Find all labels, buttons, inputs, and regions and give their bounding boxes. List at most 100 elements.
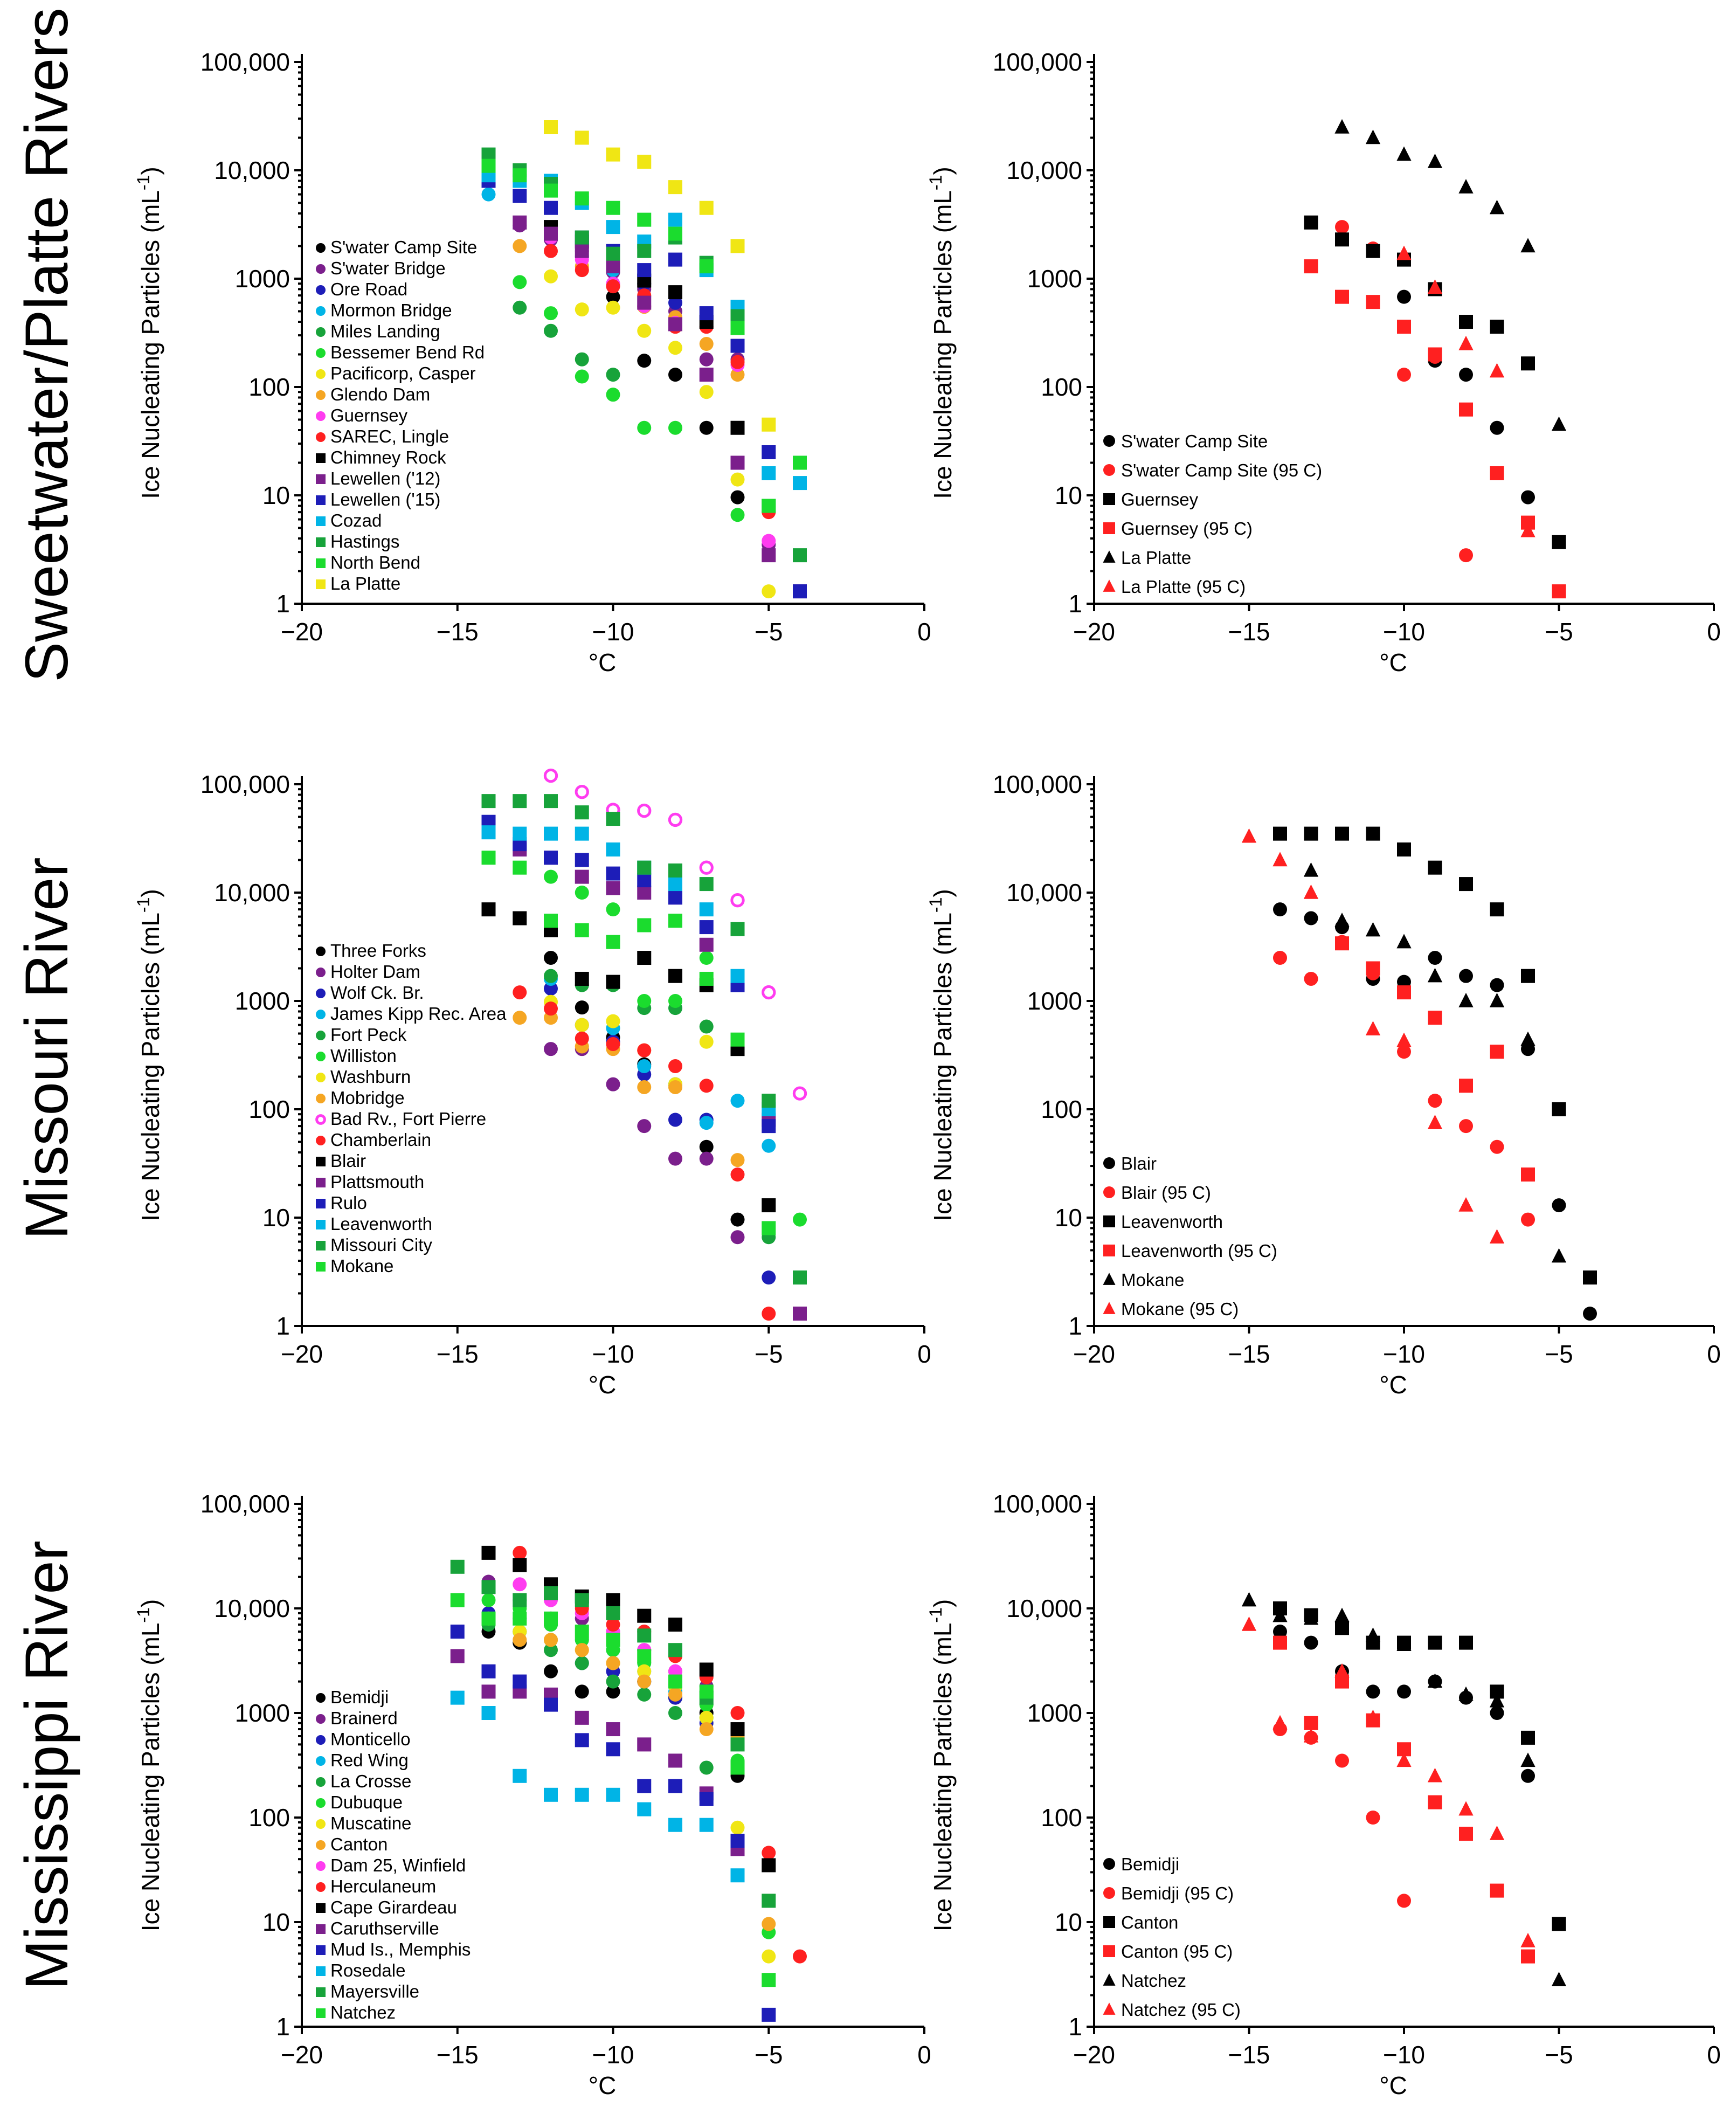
data-point: [1397, 842, 1411, 857]
data-point: [1520, 522, 1536, 537]
legend-label: S'water Camp Site: [1121, 431, 1268, 451]
data-point: [762, 1094, 776, 1108]
data-point: [793, 1307, 807, 1321]
data-point: [730, 893, 745, 908]
data-point: [575, 1733, 589, 1747]
legend-marker: [1103, 435, 1115, 447]
legend-marker: [316, 1882, 326, 1892]
data-point: [699, 1684, 714, 1699]
data-point: [637, 1664, 652, 1678]
y-axis-title: Ice Nucleating Particles (mL-1): [134, 889, 164, 1221]
series-miles-landing: [513, 300, 620, 382]
data-point: [1241, 1592, 1257, 1607]
data-point: [1241, 1616, 1257, 1631]
data-point: [1490, 978, 1504, 992]
data-point: [699, 352, 714, 367]
data-point: [762, 1119, 776, 1134]
data-point: [1552, 1102, 1566, 1116]
x-axis-title: °C: [1379, 1371, 1407, 1399]
data-point: [668, 1059, 682, 1074]
data-point: [513, 239, 527, 253]
legend-label: Mokane: [330, 1256, 393, 1276]
data-point: [1521, 1730, 1535, 1745]
data-point: [637, 212, 652, 227]
series-s-water-camp-site-95-c-: [1335, 220, 1473, 563]
x-tick-label: −20: [281, 2041, 323, 2069]
legend-label: Blair: [1121, 1153, 1157, 1173]
x-tick-label: −15: [437, 2041, 479, 2069]
x-axis-title: °C: [1379, 648, 1407, 676]
data-point: [637, 244, 652, 258]
data-point: [1304, 826, 1318, 841]
legend-label: Lewellen ('15): [330, 489, 440, 509]
legend-label: Bemidji: [1121, 1854, 1179, 1874]
data-point: [1459, 1079, 1473, 1093]
legend-marker: [316, 390, 326, 400]
legend-marker: [316, 1861, 326, 1871]
y-tick-label: 100,000: [993, 1490, 1082, 1518]
data-point: [1397, 368, 1411, 382]
x-axis-title: °C: [589, 2071, 617, 2099]
y-tick-label: 10: [262, 481, 290, 509]
legend-marker: [316, 348, 326, 358]
data-point: [575, 785, 589, 799]
data-point: [575, 1710, 589, 1725]
legend-label: Mormon Bridge: [330, 300, 452, 320]
legend: S'water Camp Site S'water Camp Site (95 C…: [1103, 431, 1322, 597]
data-point: [699, 902, 714, 917]
data-point: [699, 420, 714, 435]
chart-missouri-left: 1 10 100 1000 10,000 100,000 −20 −15 −10 −5 0 °C Ice…: [134, 768, 931, 1399]
data-point: [544, 306, 558, 321]
legend-label: Leavenworth: [330, 1214, 432, 1234]
data-point: [668, 180, 682, 195]
data-point: [606, 368, 620, 382]
y-axis-title: Ice Nucleating Particles (mL-1): [926, 167, 957, 499]
x-tick-label: −5: [755, 618, 783, 646]
data-point: [513, 860, 527, 875]
data-point: [1303, 1728, 1319, 1743]
data-points: [1304, 119, 1567, 599]
data-point: [481, 1593, 496, 1607]
row-label-mississippi: Mississippi River: [13, 1540, 80, 1990]
data-point: [1521, 356, 1535, 371]
series-natchez-95-c-: [1241, 1616, 1536, 1947]
y-tick-label: 1000: [1027, 1699, 1082, 1727]
data-point: [1304, 215, 1318, 230]
y-tick-label: 100,000: [993, 48, 1082, 76]
data-point: [544, 826, 558, 841]
data-point: [762, 417, 776, 432]
data-point: [730, 969, 745, 983]
y-tick-label: 10,000: [214, 1594, 290, 1622]
row-label-missouri: Missouri River: [13, 857, 80, 1239]
data-point: [699, 1792, 714, 1806]
data-point: [762, 548, 776, 563]
data-point: [668, 252, 682, 267]
data-point: [1490, 1883, 1504, 1898]
data-point: [1272, 1715, 1288, 1730]
data-point: [1396, 1752, 1412, 1767]
series-s-water-camp-site: [606, 289, 745, 505]
data-point: [513, 1558, 527, 1572]
data-point: [762, 1138, 776, 1153]
data-point: [575, 971, 589, 986]
data-points: [1241, 826, 1597, 1321]
legend-marker: [1103, 1887, 1115, 1899]
series-williston: [544, 869, 807, 1227]
y-tick-label: 10: [1055, 1908, 1082, 1936]
data-point: [1490, 902, 1504, 917]
data-point: [1397, 1894, 1411, 1908]
y-tick-label: 10: [262, 1908, 290, 1936]
data-point: [668, 1753, 682, 1768]
legend-marker: [316, 1220, 326, 1229]
legend-marker: [1103, 1157, 1115, 1169]
data-point: [575, 1593, 589, 1607]
legend-marker: [316, 1693, 326, 1703]
data-point: [668, 1706, 682, 1720]
data-points: [481, 120, 807, 599]
legend-marker: [316, 1052, 326, 1061]
data-point: [1273, 1625, 1287, 1639]
data-point: [699, 1151, 714, 1166]
data-point: [1366, 295, 1380, 309]
legend-marker: [316, 1010, 326, 1019]
x-tick-label: −20: [1073, 2041, 1115, 2069]
